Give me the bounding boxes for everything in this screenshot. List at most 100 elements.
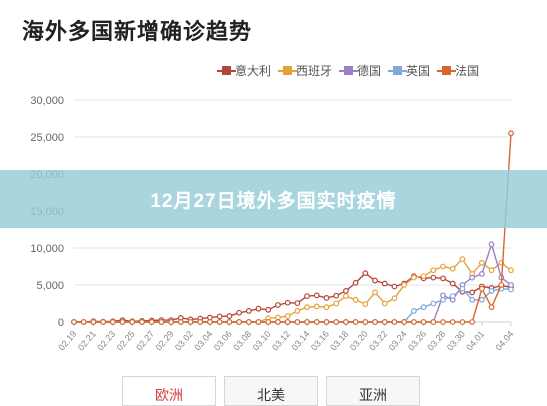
y-tick-label: 0: [58, 317, 64, 329]
legend-item[interactable]: 德国: [339, 62, 382, 79]
data-point: [119, 319, 126, 325]
data-point: [294, 300, 301, 307]
data-point: [391, 319, 398, 325]
data-point: [469, 289, 476, 296]
series-line: [74, 287, 512, 323]
data-point: [401, 282, 408, 288]
data-point: [478, 296, 485, 303]
data-point: [255, 319, 262, 325]
data-point: [158, 319, 165, 325]
data-point: [488, 304, 495, 311]
data-point: [430, 300, 437, 307]
legend-label: 意大利: [235, 64, 272, 78]
legend-label: 德国: [357, 64, 382, 78]
data-point: [508, 286, 514, 293]
x-tick-label: 02.21: [76, 329, 98, 353]
data-point: [168, 319, 175, 325]
y-tick-label: 30,000: [30, 95, 64, 107]
data-point: [430, 319, 437, 325]
data-point: [129, 319, 136, 325]
legend-item[interactable]: 英国: [388, 62, 430, 79]
data-point: [216, 313, 223, 320]
data-point: [284, 299, 291, 306]
data-point: [90, 319, 97, 325]
data-point: [362, 301, 369, 308]
data-point: [352, 279, 359, 286]
data-point: [440, 296, 446, 303]
data-point: [488, 288, 495, 294]
x-tick-label: 02.29: [153, 329, 175, 353]
data-point: [265, 306, 272, 313]
data-point: [449, 319, 456, 325]
legend-swatch: [278, 66, 298, 75]
data-point: [255, 305, 262, 312]
tab-region[interactable]: 欧洲: [122, 376, 216, 406]
data-point: [478, 271, 485, 277]
tab-region[interactable]: 亚洲: [326, 376, 420, 406]
data-point: [440, 275, 446, 282]
legend-swatch: [339, 66, 359, 75]
data-point: [372, 289, 378, 296]
x-tick-label: 03.08: [231, 329, 253, 353]
data-point: [362, 319, 369, 325]
data-point: [488, 241, 495, 248]
headline-banner: 12月27日境外多国实时疫情: [0, 170, 547, 228]
data-point: [478, 259, 485, 266]
legend-label: 西班牙: [296, 64, 333, 78]
data-point: [410, 274, 417, 281]
data-point: [352, 319, 359, 325]
data-point: [391, 295, 398, 302]
x-tick-label: 03.24: [387, 329, 409, 353]
data-point: [420, 319, 427, 325]
data-point: [410, 308, 417, 314]
data-point: [469, 274, 476, 281]
y-tick-label: 10,000: [30, 243, 64, 255]
x-tick-label: 02.25: [115, 329, 137, 353]
data-point: [372, 319, 378, 325]
data-point: [304, 304, 310, 311]
data-point: [410, 319, 417, 325]
data-point: [449, 293, 456, 300]
x-tick-label: 02.23: [95, 329, 117, 353]
data-point: [177, 319, 184, 325]
data-point: [469, 296, 476, 303]
data-point: [207, 319, 213, 325]
legend-swatch: [388, 66, 408, 75]
banner-text: 12月27日境外多国实时疫情: [150, 190, 397, 212]
data-point: [333, 319, 340, 325]
data-point: [323, 319, 330, 325]
data-point: [333, 300, 340, 307]
data-point: [420, 273, 427, 280]
data-point: [187, 319, 194, 325]
legend-item[interactable]: 法国: [437, 62, 480, 79]
data-point: [216, 319, 223, 325]
data-point: [226, 313, 233, 319]
data-point: [343, 319, 349, 325]
x-tick-label: 03.14: [289, 329, 311, 353]
data-point: [284, 313, 291, 319]
y-tick-label: 5,000: [36, 280, 64, 292]
data-point: [381, 280, 388, 287]
data-point: [420, 304, 427, 311]
legend-item[interactable]: 意大利: [217, 62, 272, 79]
data-point: [459, 256, 466, 263]
data-point: [304, 293, 310, 300]
data-point: [440, 263, 446, 270]
x-tick-label: 03.22: [367, 329, 389, 353]
data-point: [381, 300, 388, 307]
data-point: [498, 282, 505, 288]
tab-region[interactable]: 北美: [224, 376, 318, 406]
legend-item[interactable]: 西班牙: [278, 62, 333, 79]
x-tick-label: 04.04: [493, 329, 515, 353]
data-point: [459, 285, 466, 292]
data-point: [313, 303, 320, 310]
data-point: [313, 292, 320, 299]
legend-label: 法国: [455, 64, 480, 78]
data-point: [343, 288, 349, 294]
series-line: [74, 133, 512, 323]
data-point: [109, 319, 116, 325]
data-point: [294, 308, 301, 314]
data-point: [245, 308, 252, 314]
data-point: [478, 285, 485, 292]
